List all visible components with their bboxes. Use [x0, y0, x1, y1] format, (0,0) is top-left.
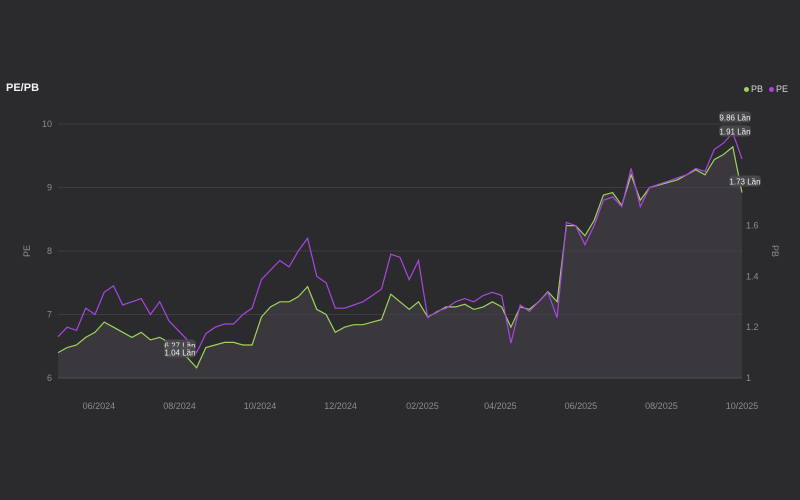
- y-axis-label: PE: [22, 245, 32, 257]
- legend-item-pb[interactable]: PB: [743, 84, 763, 94]
- x-tick-label: 12/2024: [324, 401, 357, 411]
- tooltip-label: 1.73 Lần: [729, 178, 760, 187]
- y2-tick-label: 1.2: [746, 322, 759, 332]
- x-tick-label: 02/2025: [406, 401, 439, 411]
- x-tick-label: 06/2024: [83, 401, 116, 411]
- y-tick-label: 9: [47, 183, 52, 193]
- pe-legend-dot-icon: [768, 86, 774, 92]
- y-tick-label: 7: [47, 310, 52, 320]
- y-tick-label: 6: [47, 373, 52, 383]
- y2-tick-label: 1: [746, 373, 751, 383]
- tooltip-box: [729, 175, 761, 187]
- tooltip-label: 6.27 Lần: [164, 342, 195, 351]
- x-tick-label: 08/2025: [645, 401, 678, 411]
- x-tick-label: 06/2025: [565, 401, 598, 411]
- pb-legend-dot-icon: [743, 86, 749, 92]
- tooltip-box: [719, 111, 751, 123]
- y2-tick-label: 1.6: [746, 221, 759, 231]
- tooltip-label: 9.86 Lần: [719, 114, 750, 123]
- legend-label-pb: PB: [750, 84, 763, 94]
- tooltip-box: [164, 346, 196, 358]
- chart-title: PE/PB: [6, 82, 40, 94]
- tooltip-label: 1.91 Lần: [719, 128, 750, 137]
- x-tick-label: 10/2024: [244, 401, 277, 411]
- y2-tick-label: 1.4: [746, 271, 759, 281]
- y-tick-label: 10: [42, 119, 52, 129]
- legend-item-pe[interactable]: PE: [768, 84, 788, 94]
- tooltip-label: 1.04 Lần: [164, 349, 195, 358]
- tooltip-box: [719, 125, 751, 137]
- legend-label-pe: PE: [775, 84, 788, 94]
- x-tick-label: 10/2025: [726, 401, 759, 411]
- pe-series-line[interactable]: [57, 131, 743, 354]
- x-tick-label: 04/2025: [484, 401, 517, 411]
- x-tick-label: 08/2024: [163, 401, 196, 411]
- y-tick-label: 8: [47, 246, 52, 256]
- y2-axis-label: PB: [770, 245, 780, 257]
- pb-area-fill: [58, 146, 742, 378]
- chart-legend: PB PE: [743, 84, 788, 94]
